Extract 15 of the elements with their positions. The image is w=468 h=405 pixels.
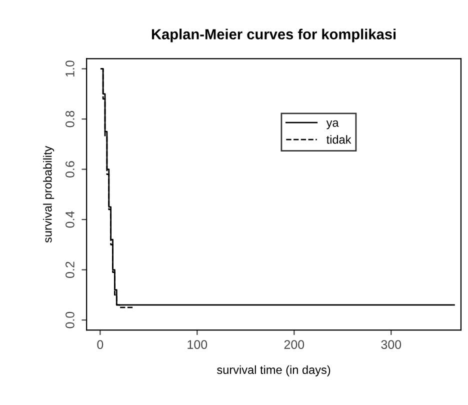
x-tick-label: 300	[381, 340, 402, 349]
y-axis-title: survival probability	[43, 146, 54, 243]
x-tick-label: 200	[284, 340, 304, 349]
x-axis-title: survival time (in days)	[217, 365, 330, 376]
x-tick-label: 100	[188, 340, 208, 349]
x-tick-label: 0	[97, 340, 104, 349]
legend-label: tidak	[326, 135, 352, 144]
y-tick-label: 0.4	[66, 211, 74, 228]
legend-label: ya	[326, 120, 339, 130]
chart-title: Kaplan-Meier curves for komplikasi	[152, 28, 396, 42]
y-tick-label: 0.8	[66, 110, 74, 128]
y-tick-label: 1.0	[66, 60, 74, 77]
y-tick-label: 0.0	[66, 312, 74, 328]
y-tick-label: 0.2	[66, 262, 74, 278]
y-tick-label: 0.6	[66, 161, 74, 178]
